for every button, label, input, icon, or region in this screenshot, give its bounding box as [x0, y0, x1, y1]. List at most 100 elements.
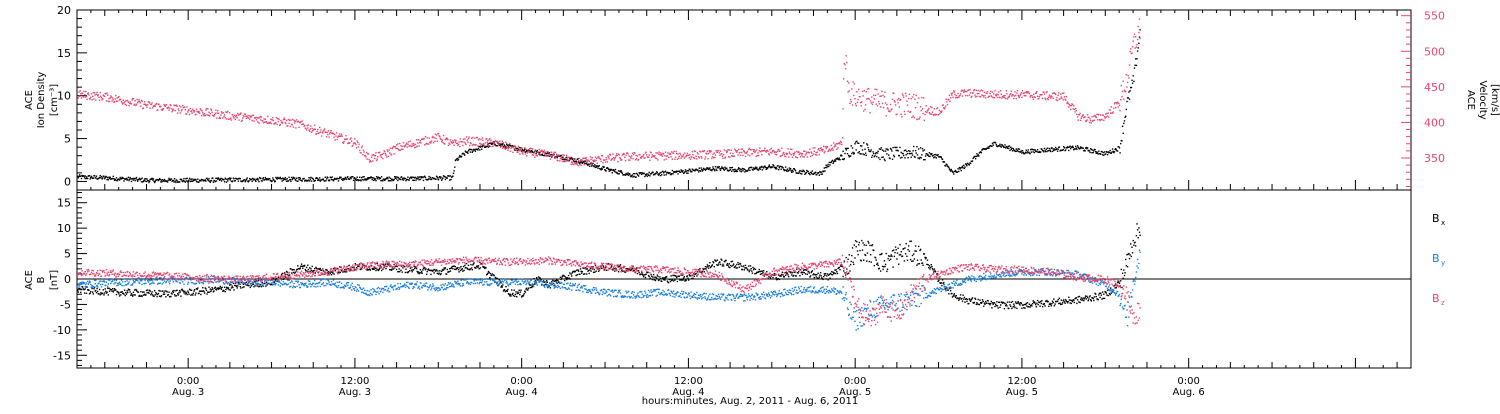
data-point-pink: [910, 111, 911, 112]
data-point-Bx: [568, 275, 569, 276]
data-point-pink: [1033, 99, 1034, 100]
data-point-pink: [1138, 32, 1139, 33]
data-point-Bx: [103, 294, 104, 295]
data-point-pink: [487, 140, 488, 141]
data-point-pink: [904, 114, 905, 115]
data-point-black: [438, 179, 439, 180]
data-point-Bx: [637, 273, 638, 274]
data-point-pink: [787, 148, 788, 149]
data-point-pink: [959, 95, 960, 96]
data-point-pink: [513, 146, 514, 147]
data-point-black: [739, 168, 740, 169]
data-point-pink: [1050, 97, 1051, 98]
data-point-pink: [867, 98, 868, 99]
data-point-pink: [752, 153, 753, 154]
data-point-black: [961, 170, 962, 171]
data-point-pink: [694, 158, 695, 159]
data-point-Bx: [659, 276, 660, 277]
data-point-black: [609, 171, 610, 172]
data-point-black: [856, 141, 857, 142]
data-point-pink: [530, 152, 531, 153]
data-point-Bx: [741, 265, 742, 266]
data-point-Bx: [187, 290, 188, 291]
data-point-Bx: [289, 274, 290, 275]
data-point-Bx: [636, 267, 637, 268]
data-point-pink: [697, 153, 698, 154]
data-point-black: [917, 157, 918, 158]
data-point-pink: [710, 151, 711, 152]
data-point-black: [917, 154, 918, 155]
data-point-black: [1083, 148, 1084, 149]
data-point-black: [310, 179, 311, 180]
data-point-pink: [632, 158, 633, 159]
data-point-black: [1091, 149, 1092, 150]
data-point-Bx: [462, 271, 463, 272]
data-point-Bx: [215, 287, 216, 288]
data-point-black: [911, 157, 912, 158]
data-point-black: [882, 156, 883, 157]
data-point-pink: [418, 145, 419, 146]
data-point-black: [761, 166, 762, 167]
data-point-pink: [989, 96, 990, 97]
data-point-pink: [896, 114, 897, 115]
data-point-pink: [874, 98, 875, 99]
data-point-Bx: [397, 266, 398, 267]
data-point-pink: [82, 93, 83, 94]
data-point-pink: [732, 153, 733, 154]
bottom-series: [77, 223, 1141, 330]
data-point-pink: [667, 152, 668, 153]
data-point-pink: [1014, 91, 1015, 92]
data-point-pink: [465, 143, 466, 144]
data-point-pink: [695, 156, 696, 157]
data-point-black: [932, 155, 933, 156]
data-point-pink: [1025, 95, 1026, 96]
data-point-pink: [591, 164, 592, 165]
data-point-pink: [1083, 114, 1084, 115]
data-point-pink: [657, 152, 658, 153]
data-point-black: [1122, 126, 1123, 127]
data-point-Bx: [516, 296, 517, 297]
data-point-black: [342, 178, 343, 179]
data-point-pink: [522, 153, 523, 154]
data-point-black: [482, 146, 483, 147]
data-point-Bx: [590, 268, 591, 269]
data-point-Bx: [805, 273, 806, 274]
data-point-pink: [572, 162, 573, 163]
data-point-pink: [911, 98, 912, 99]
data-point-black: [868, 149, 869, 150]
data-point-black: [850, 155, 851, 156]
bottom-left-tick-label: 10: [57, 222, 71, 235]
data-point-black: [240, 178, 241, 179]
data-point-pink: [396, 144, 397, 145]
data-point-black: [285, 179, 286, 180]
data-point-Bx: [528, 288, 529, 289]
data-point-black: [731, 171, 732, 172]
data-point-pink: [126, 105, 127, 106]
data-point-Bx: [714, 266, 715, 267]
data-point-pink: [787, 153, 788, 154]
data-point-Bx: [422, 273, 423, 274]
data-point-pink: [205, 115, 206, 116]
data-point-Bx: [785, 275, 786, 276]
data-point-black: [439, 176, 440, 177]
data-point-pink: [352, 145, 353, 146]
data-point-black: [802, 171, 803, 172]
data-point-black: [737, 171, 738, 172]
data-point-pink: [859, 96, 860, 97]
data-point-Bx: [330, 271, 331, 272]
data-point-black: [327, 177, 328, 178]
data-point-Bx: [130, 295, 131, 296]
data-point-pink: [625, 160, 626, 161]
data-point-black: [225, 178, 226, 179]
data-point-black: [148, 182, 149, 183]
data-point-Bx: [669, 279, 670, 280]
data-point-black: [375, 178, 376, 179]
data-point-black: [332, 176, 333, 177]
data-point-Bx: [526, 288, 527, 289]
data-point-black: [376, 176, 377, 177]
data-point-pink: [338, 136, 339, 137]
data-point-pink: [806, 151, 807, 152]
data-point-Bx: [782, 274, 783, 275]
data-point-pink: [305, 128, 306, 129]
